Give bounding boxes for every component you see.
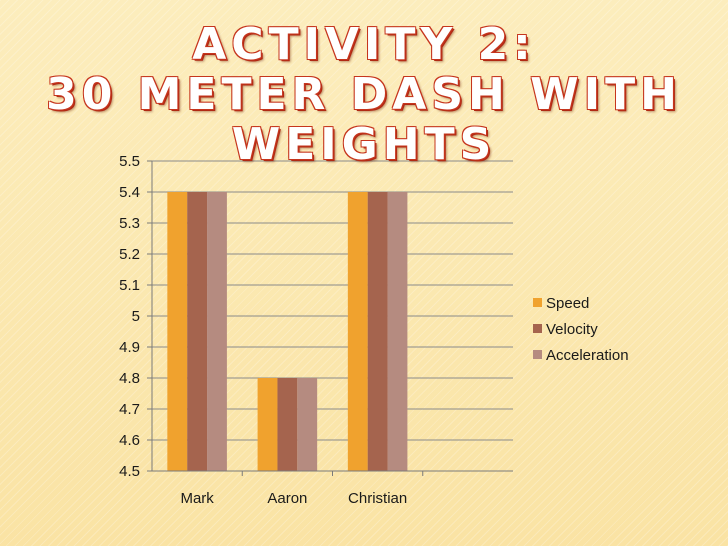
slide-title-line-3: WEIGHTS xyxy=(231,119,497,170)
legend-label-acceleration: Acceleration xyxy=(546,347,629,364)
y-tick-label: 5.5 xyxy=(119,153,140,170)
bar-velocity-mark xyxy=(187,192,208,471)
bar-acceleration-aaron xyxy=(297,378,318,471)
x-tick-label: Mark xyxy=(180,490,214,507)
bar-speed-mark xyxy=(167,192,188,471)
y-tick-label: 4.7 xyxy=(119,401,140,418)
slide-title-line-1: ACTIVITY 2: xyxy=(192,19,536,70)
legend-swatch-speed xyxy=(533,298,542,307)
bar-speed-christian xyxy=(347,192,368,471)
y-tick-label: 5.4 xyxy=(119,184,140,201)
y-tick-label: 4.8 xyxy=(119,370,140,387)
bar-acceleration-christian xyxy=(387,192,408,471)
x-tick-label: Aaron xyxy=(267,490,307,507)
y-tick-label: 4.9 xyxy=(119,339,140,356)
slide-title: ACTIVITY 2: 30 METER DASH WITH WEIGHTS xyxy=(0,20,728,170)
legend-label-speed: Speed xyxy=(546,295,589,312)
y-tick-labels: 4.5 4.6 4.7 4.8 4.9 5 5.1 5.2 5.3 5.4 5.5 xyxy=(119,153,140,480)
bar-acceleration-mark xyxy=(207,192,227,471)
legend-label-velocity: Velocity xyxy=(546,321,598,338)
x-tick-label: Christian xyxy=(348,490,407,507)
legend-swatch-velocity xyxy=(533,324,542,333)
bars xyxy=(167,192,408,471)
slide-title-line-2: 30 METER DASH WITH xyxy=(46,69,682,120)
y-tick-label: 4.5 xyxy=(119,463,140,480)
legend: Speed Velocity Acceleration xyxy=(533,295,629,364)
x-tick-labels: Mark Aaron Christian xyxy=(180,490,407,507)
bar-speed-aaron xyxy=(257,378,278,471)
legend-swatch-acceleration xyxy=(533,350,542,359)
bar-velocity-aaron xyxy=(277,378,298,471)
y-tick-label: 5.3 xyxy=(119,215,140,232)
y-tick-label: 5.1 xyxy=(119,277,140,294)
y-tick-label: 4.6 xyxy=(119,432,140,449)
y-tick-label: 5 xyxy=(132,308,140,325)
axes xyxy=(147,160,513,476)
y-tick-label: 5.2 xyxy=(119,246,140,263)
bar-velocity-christian xyxy=(367,192,388,471)
